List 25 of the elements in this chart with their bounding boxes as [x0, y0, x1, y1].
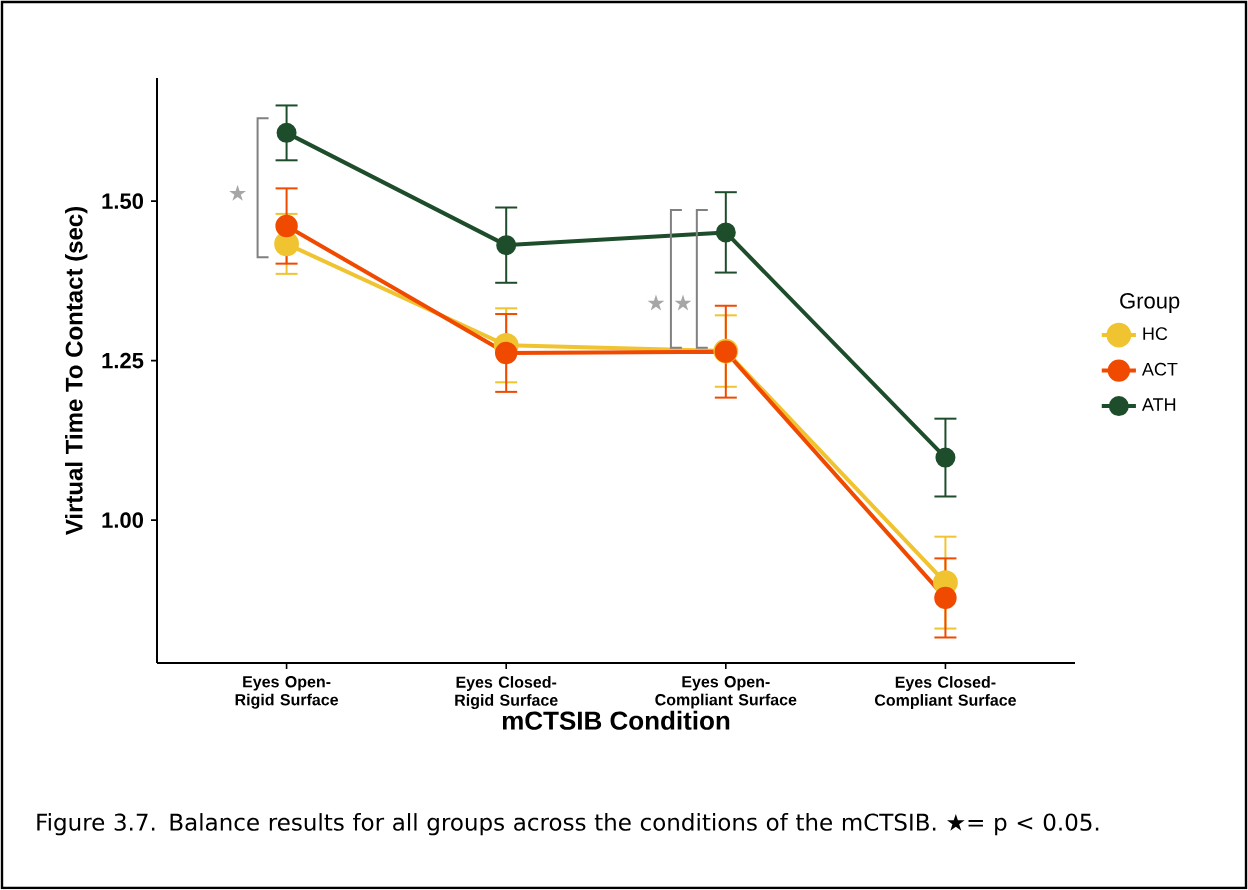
- legend-label: ATH: [1141, 398, 1176, 411]
- point: [274, 231, 299, 257]
- annotation: ★: [229, 184, 247, 201]
- point: [934, 586, 957, 610]
- point: [715, 222, 736, 243]
- point: [275, 214, 298, 238]
- x-tick-label: Eyes Closed-Rigid Surface: [455, 676, 558, 710]
- legend-title: Group: [1120, 293, 1180, 313]
- x-tick-label: Eyes Closed-Compliant Surface: [874, 676, 1016, 709]
- point: [496, 235, 517, 256]
- annotation: ★: [647, 294, 665, 311]
- annotation: ★: [674, 294, 692, 311]
- y-tick-label: 1.50: [102, 193, 144, 209]
- legend-label: HC: [1143, 327, 1168, 340]
- point: [495, 341, 518, 365]
- x-axis-title: mCTSIB Condition: [502, 710, 730, 730]
- x-tick-label: Eyes Open-Rigid Surface: [235, 676, 339, 709]
- y-axis-title: Virtual Time To Contact (sec): [65, 206, 88, 536]
- y-tick-label: 1.25: [102, 352, 144, 369]
- x-tick-label: Eyes Open-Compliant Surface: [655, 676, 797, 709]
- point: [276, 122, 297, 143]
- legend-label: ACT: [1141, 362, 1178, 376]
- point: [935, 447, 956, 468]
- y-tick-label: 1.00: [102, 512, 144, 528]
- caption: Figure 3.7. Balance results for all groups across the conditions of the mCTSIB. ★= p < 0.05.: [37, 813, 1099, 836]
